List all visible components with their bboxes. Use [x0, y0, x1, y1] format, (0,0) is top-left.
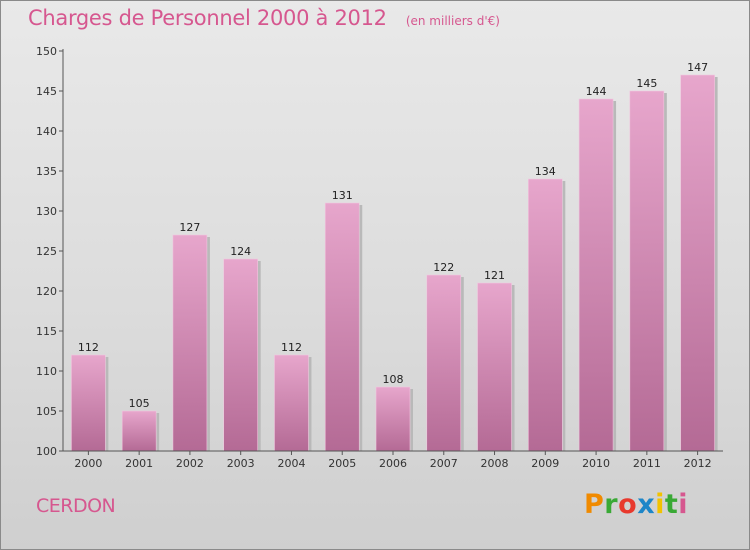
place-name: CERDON [36, 495, 116, 517]
x-tick-label: 2006 [379, 457, 407, 470]
bar [528, 178, 563, 452]
bar-value-label: 127 [179, 221, 200, 234]
bar-value-label: 147 [687, 61, 708, 74]
x-tick-label: 2008 [481, 457, 509, 470]
bar [477, 282, 512, 452]
title-block: Charges de Personnel 2000 à 2012 (en mil… [28, 6, 500, 30]
bar-value-label: 112 [281, 341, 302, 354]
brand-logo: Proxiti [584, 489, 688, 520]
x-tick-label: 2000 [74, 457, 102, 470]
x-tick-label: 2010 [582, 457, 610, 470]
bar [71, 354, 106, 452]
brand-letter: t [664, 489, 679, 520]
bar [274, 354, 309, 452]
chart-subtitle: (en milliers d'€) [405, 14, 500, 28]
bar-value-label: 112 [78, 341, 99, 354]
y-tick-label: 150 [36, 45, 57, 58]
y-tick-label: 110 [36, 365, 57, 378]
x-tick-label: 2012 [684, 457, 712, 470]
brand-letter: o [618, 489, 638, 520]
bar-value-label: 121 [484, 269, 505, 282]
y-tick-label: 140 [36, 125, 57, 138]
axes-layer: 2000 2001 2002 2003 2004 2005 2006 2007 2008 2009… [36, 45, 723, 470]
bar [426, 274, 462, 452]
bar-value-label: 108 [383, 373, 404, 386]
x-tick-label: 2011 [633, 457, 661, 470]
bar-value-label: 124 [230, 245, 251, 258]
brand-letter: P [584, 489, 605, 520]
bar-value-label: 131 [332, 189, 353, 202]
y-tick-label: 135 [36, 165, 57, 178]
bar-value-label: 145 [636, 77, 657, 90]
brand-letter: i [678, 489, 689, 520]
x-tick-label: 2004 [277, 457, 305, 470]
bar [629, 90, 665, 452]
x-tick-label: 2009 [531, 457, 559, 470]
y-tick-label: 120 [36, 285, 57, 298]
bar-value-label: 122 [433, 261, 454, 274]
brand-letter: i [655, 489, 665, 520]
brand-letter: r [604, 489, 619, 520]
y-tick-label: 130 [36, 205, 57, 218]
x-tick-label: 2002 [176, 457, 204, 470]
y-tick-label: 125 [36, 245, 57, 258]
bar-value-label: 144 [586, 85, 607, 98]
bar [172, 234, 208, 452]
bar [375, 386, 411, 452]
bars-layer: 112 105 127 124 112 131 108 122 121 134 144 145 147 [71, 61, 718, 452]
bar [680, 74, 715, 452]
bar-value-label: 134 [535, 165, 556, 178]
chart-title: Charges de Personnel 2000 à 2012 [28, 6, 387, 30]
bar [121, 410, 157, 452]
bar [223, 258, 258, 452]
bar [578, 98, 614, 452]
x-tick-label: 2003 [227, 457, 255, 470]
y-tick-label: 115 [36, 325, 57, 338]
bar-value-label: 105 [129, 397, 150, 410]
brand-letter: x [637, 489, 656, 520]
y-tick-label: 145 [36, 85, 57, 98]
bar [324, 202, 360, 452]
x-tick-label: 2007 [430, 457, 458, 470]
x-tick-label: 2001 [125, 457, 153, 470]
y-tick-label: 105 [36, 405, 57, 418]
x-tick-label: 2005 [328, 457, 356, 470]
y-tick-label: 100 [36, 445, 57, 458]
